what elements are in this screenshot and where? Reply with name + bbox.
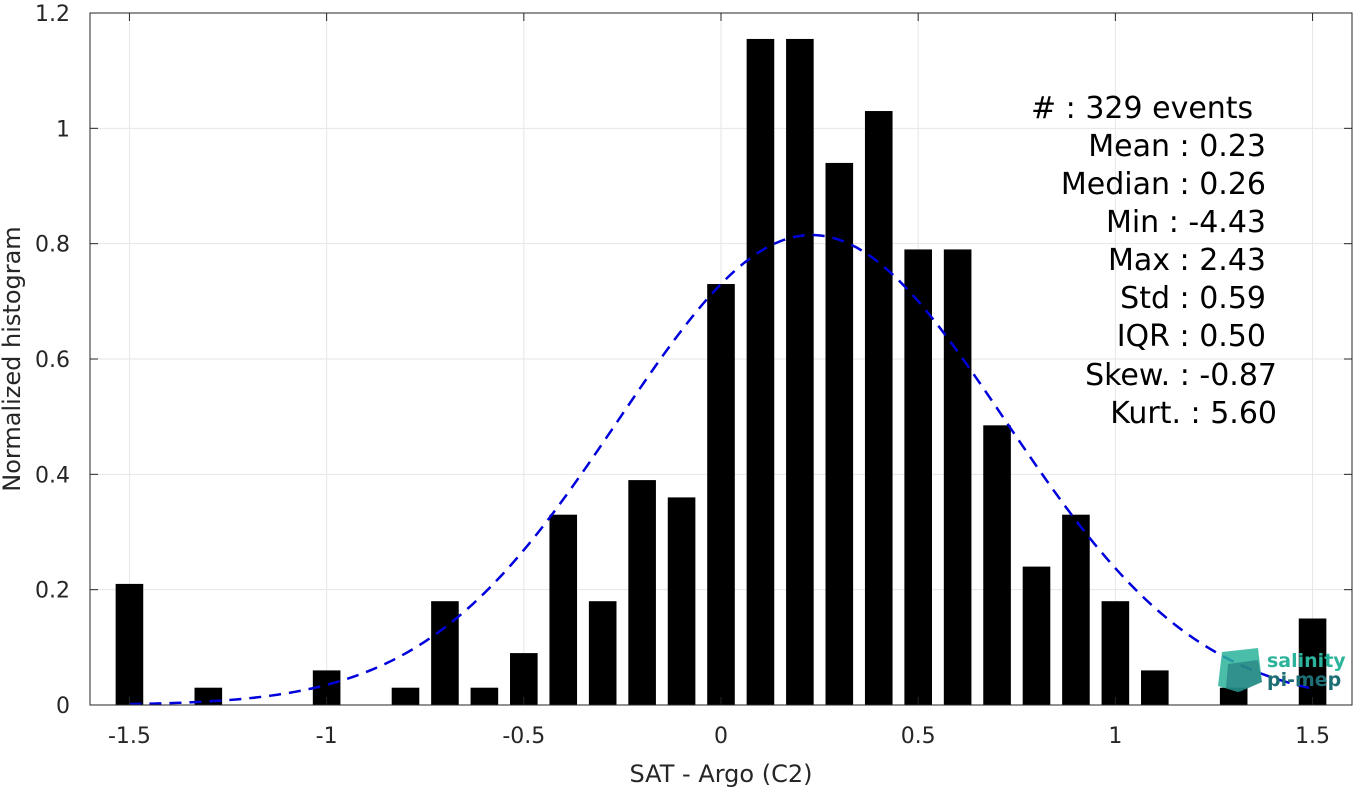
histogram-bars <box>115 38 1327 706</box>
histogram-bar <box>904 249 932 705</box>
salinity-pimep-logo: salinity pi-mep <box>1218 648 1346 692</box>
histogram-bar <box>1141 670 1169 705</box>
stat-median: Median : 0.26 <box>1061 167 1266 202</box>
stat-max: Max : 2.43 <box>1108 243 1266 278</box>
histogram-bar <box>510 653 538 705</box>
y-tick-label: 1 <box>56 117 70 142</box>
y-tick-label: 0.8 <box>35 233 70 258</box>
histogram-bar <box>1062 514 1090 705</box>
x-tick-label: -0.5 <box>502 724 545 749</box>
logo-text-pimep: pi-mep <box>1267 669 1341 691</box>
stat-mean: Mean : 0.23 <box>1088 129 1266 164</box>
histogram-bar <box>786 38 814 705</box>
histogram-bar <box>983 425 1011 705</box>
histogram-bar <box>1219 687 1248 705</box>
x-tick-label: 0 <box>714 724 728 749</box>
histogram-bar <box>470 687 499 705</box>
histogram-bar <box>1101 601 1130 705</box>
histogram-bar <box>746 38 775 705</box>
histogram-bar <box>628 480 656 705</box>
logo-icon-shade <box>1226 660 1262 692</box>
x-tick-label: -1 <box>316 724 338 749</box>
stat-iqr: IQR : 0.50 <box>1117 319 1266 354</box>
y-tick-label: 0.6 <box>35 348 70 373</box>
histogram-bar <box>391 687 420 705</box>
histogram-bar <box>864 111 893 706</box>
stat-std: Std : 0.59 <box>1120 281 1266 316</box>
stat-events: # : 329 events <box>1031 91 1253 126</box>
y-tick-label: 0.4 <box>35 463 70 488</box>
x-tick-label: 0.5 <box>901 724 936 749</box>
histogram-bar <box>549 514 578 705</box>
x-tick-label: 1 <box>1108 724 1122 749</box>
stat-min: Min : -4.43 <box>1106 205 1266 240</box>
axis-ticks: -1.5 -1 -0.5 0 0.5 1 1.5 0 0.2 0.4 0.6 0.8 1 1.2 <box>35 2 1352 749</box>
histogram-bar <box>825 162 854 705</box>
gaussian-fit-curve <box>129 233 1313 706</box>
y-tick-label: 0.2 <box>35 579 70 604</box>
stat-skew: Skew. : -0.87 <box>1085 358 1277 393</box>
y-tick-label: 1.2 <box>35 2 70 27</box>
histogram-bar <box>707 284 735 705</box>
histogram-bar <box>943 249 972 705</box>
histogram-bar <box>588 601 617 705</box>
x-axis-label: SAT - Argo (C2) <box>630 760 813 787</box>
logo-text-salinity: salinity <box>1267 650 1346 672</box>
x-tick-label: 1.5 <box>1295 724 1330 749</box>
histogram-bar <box>115 583 144 705</box>
stat-kurt: Kurt. : 5.60 <box>1110 396 1277 431</box>
stats-box: # : 329 events Mean : 0.23 Median : 0.26… <box>1031 91 1277 431</box>
y-axis-label: Normalized histogram <box>0 226 26 491</box>
histogram-bar <box>431 601 459 705</box>
x-tick-label: -1.5 <box>108 724 151 749</box>
histogram-bar <box>667 497 696 705</box>
histogram-bar <box>1298 618 1327 705</box>
histogram-bar <box>1022 566 1051 705</box>
y-tick-label: 0 <box>56 694 70 719</box>
